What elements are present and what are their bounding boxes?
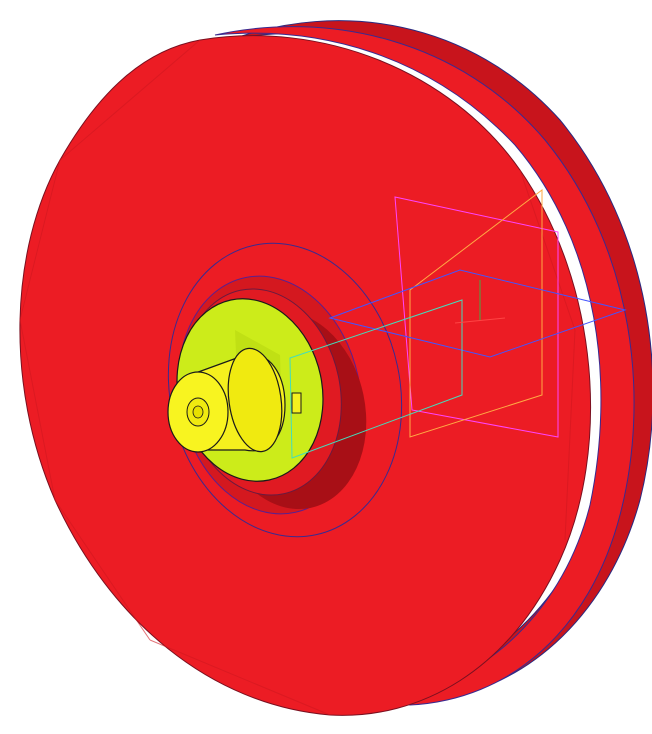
plane-front xyxy=(394,196,559,438)
shaft-collar xyxy=(227,347,283,453)
shaft-keyway xyxy=(291,392,302,414)
wheel-facet-lines xyxy=(19,39,576,716)
plane-small xyxy=(289,299,463,459)
axis-x xyxy=(454,317,506,324)
plane-top xyxy=(328,269,627,358)
shaft-end-bore-inner xyxy=(192,405,204,419)
plane-side xyxy=(409,188,543,438)
reference-planes xyxy=(289,188,627,459)
